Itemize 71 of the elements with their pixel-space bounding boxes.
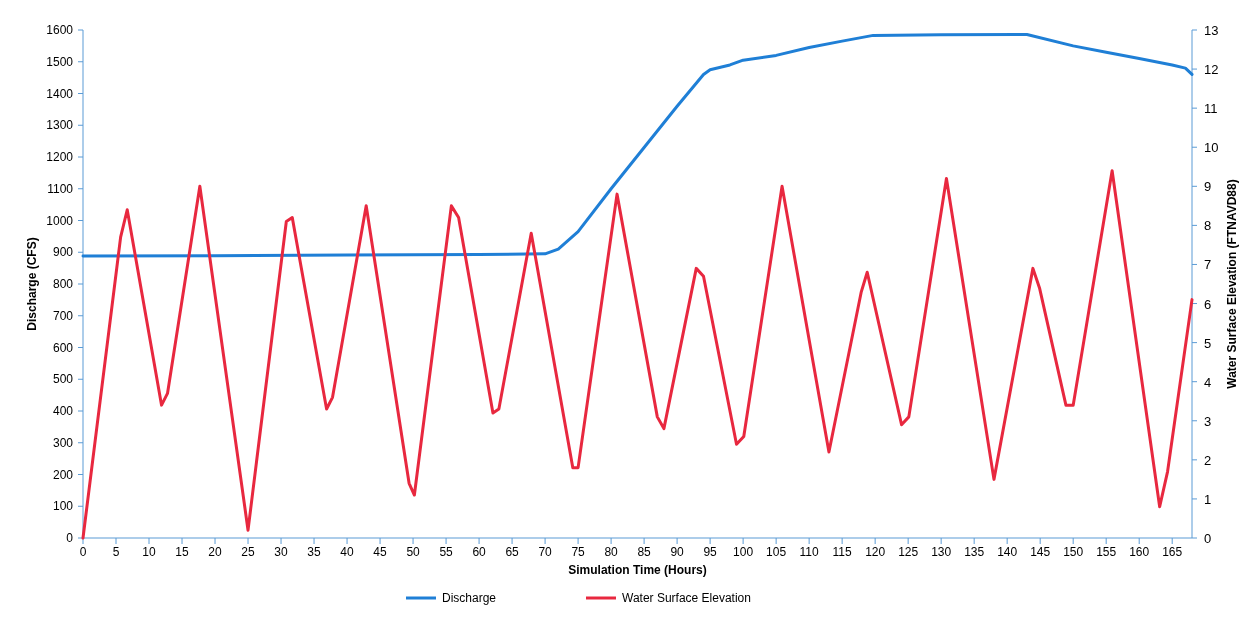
y2-tick-label: 13 bbox=[1204, 23, 1219, 38]
y-tick-label: 600 bbox=[52, 340, 74, 355]
x-tick-label: 150 bbox=[1063, 545, 1084, 559]
x-tick-label: 95 bbox=[703, 545, 718, 559]
y2-tick-label: 3 bbox=[1204, 413, 1212, 429]
y2-axis-title: Water Surface Elevation (FTNAVD88) bbox=[1225, 179, 1239, 389]
y2-tick-label: 10 bbox=[1204, 140, 1219, 156]
y-tick-label: 900 bbox=[52, 245, 74, 260]
x-tick-label: 70 bbox=[538, 545, 553, 559]
y-tick-label: 1300 bbox=[46, 118, 74, 133]
x-tick-label: 100 bbox=[733, 545, 754, 559]
x-axis-title: Simulation Time (Hours) bbox=[568, 563, 707, 577]
x-tick-label: 140 bbox=[997, 545, 1018, 559]
x-tick-label: 20 bbox=[208, 545, 223, 559]
y2-tick-label: 5 bbox=[1204, 335, 1212, 351]
x-tick-label: 65 bbox=[505, 545, 520, 559]
y-tick-label: 500 bbox=[52, 372, 74, 387]
y2-tick-label: 12 bbox=[1204, 62, 1219, 78]
y2-tick-label: 1 bbox=[1204, 491, 1212, 507]
x-tick-label: 155 bbox=[1096, 545, 1117, 559]
x-tick-label: 10 bbox=[142, 545, 157, 559]
x-tick-label: 75 bbox=[571, 545, 586, 559]
x-tick-label: 160 bbox=[1129, 545, 1150, 559]
y-tick-label: 1200 bbox=[46, 150, 74, 164]
y2-tick-label: 9 bbox=[1204, 179, 1212, 195]
x-tick-label: 35 bbox=[307, 545, 322, 559]
x-tick-label: 0 bbox=[79, 545, 87, 559]
x-tick-label: 130 bbox=[931, 545, 952, 559]
y2-tick-label: 4 bbox=[1204, 374, 1212, 390]
y-tick-label: 1500 bbox=[46, 54, 74, 69]
x-tick-label: 40 bbox=[340, 545, 355, 559]
y-tick-label: 1400 bbox=[46, 86, 74, 101]
x-tick-label: 90 bbox=[670, 545, 685, 559]
x-tick-label: 115 bbox=[832, 545, 853, 559]
y-tick-label: 100 bbox=[52, 499, 74, 514]
y2-tick-label: 7 bbox=[1204, 257, 1212, 273]
y2-tick-label: 0 bbox=[1204, 531, 1212, 546]
y-tick-label: 1100 bbox=[47, 181, 74, 196]
y-tick-label: 300 bbox=[52, 435, 74, 450]
x-tick-label: 125 bbox=[898, 545, 919, 559]
x-tick-label: 25 bbox=[241, 545, 256, 559]
y-tick-label: 800 bbox=[52, 277, 74, 291]
x-tick-label: 85 bbox=[637, 545, 652, 559]
y2-tick-label: 2 bbox=[1204, 452, 1212, 468]
y-tick-label: 1600 bbox=[46, 23, 74, 37]
y2-tick-label: 6 bbox=[1204, 296, 1212, 312]
x-tick-label: 135 bbox=[964, 545, 985, 559]
x-tick-label: 120 bbox=[865, 545, 886, 559]
y2-tick-label: 11 bbox=[1204, 101, 1218, 117]
x-tick-label: 110 bbox=[799, 545, 820, 559]
x-tick-label: 165 bbox=[1162, 545, 1183, 559]
x-tick-label: 55 bbox=[439, 545, 454, 559]
x-tick-label: 145 bbox=[1030, 545, 1051, 559]
y-tick-label: 1000 bbox=[46, 213, 74, 228]
y-tick-label: 0 bbox=[66, 531, 74, 545]
y-tick-label: 700 bbox=[52, 308, 74, 323]
x-tick-label: 80 bbox=[604, 545, 619, 559]
x-tick-label: 105 bbox=[766, 545, 787, 559]
x-tick-label: 15 bbox=[175, 545, 190, 559]
legend-label: Water Surface Elevation bbox=[622, 591, 751, 605]
line-series bbox=[81, 32, 1194, 258]
y-tick-label: 400 bbox=[52, 404, 74, 418]
y2-tick-label: 8 bbox=[1204, 218, 1212, 234]
x-tick-label: 45 bbox=[373, 545, 388, 559]
x-tick-label: 30 bbox=[274, 545, 289, 559]
legend-label: Discharge bbox=[442, 591, 497, 605]
y-axis-title: Discharge (CFS) bbox=[25, 237, 39, 331]
x-tick-label: 50 bbox=[406, 545, 421, 559]
y-tick-label: 200 bbox=[52, 467, 74, 482]
x-tick-label: 5 bbox=[112, 545, 120, 559]
x-tick-label: 60 bbox=[472, 545, 487, 559]
